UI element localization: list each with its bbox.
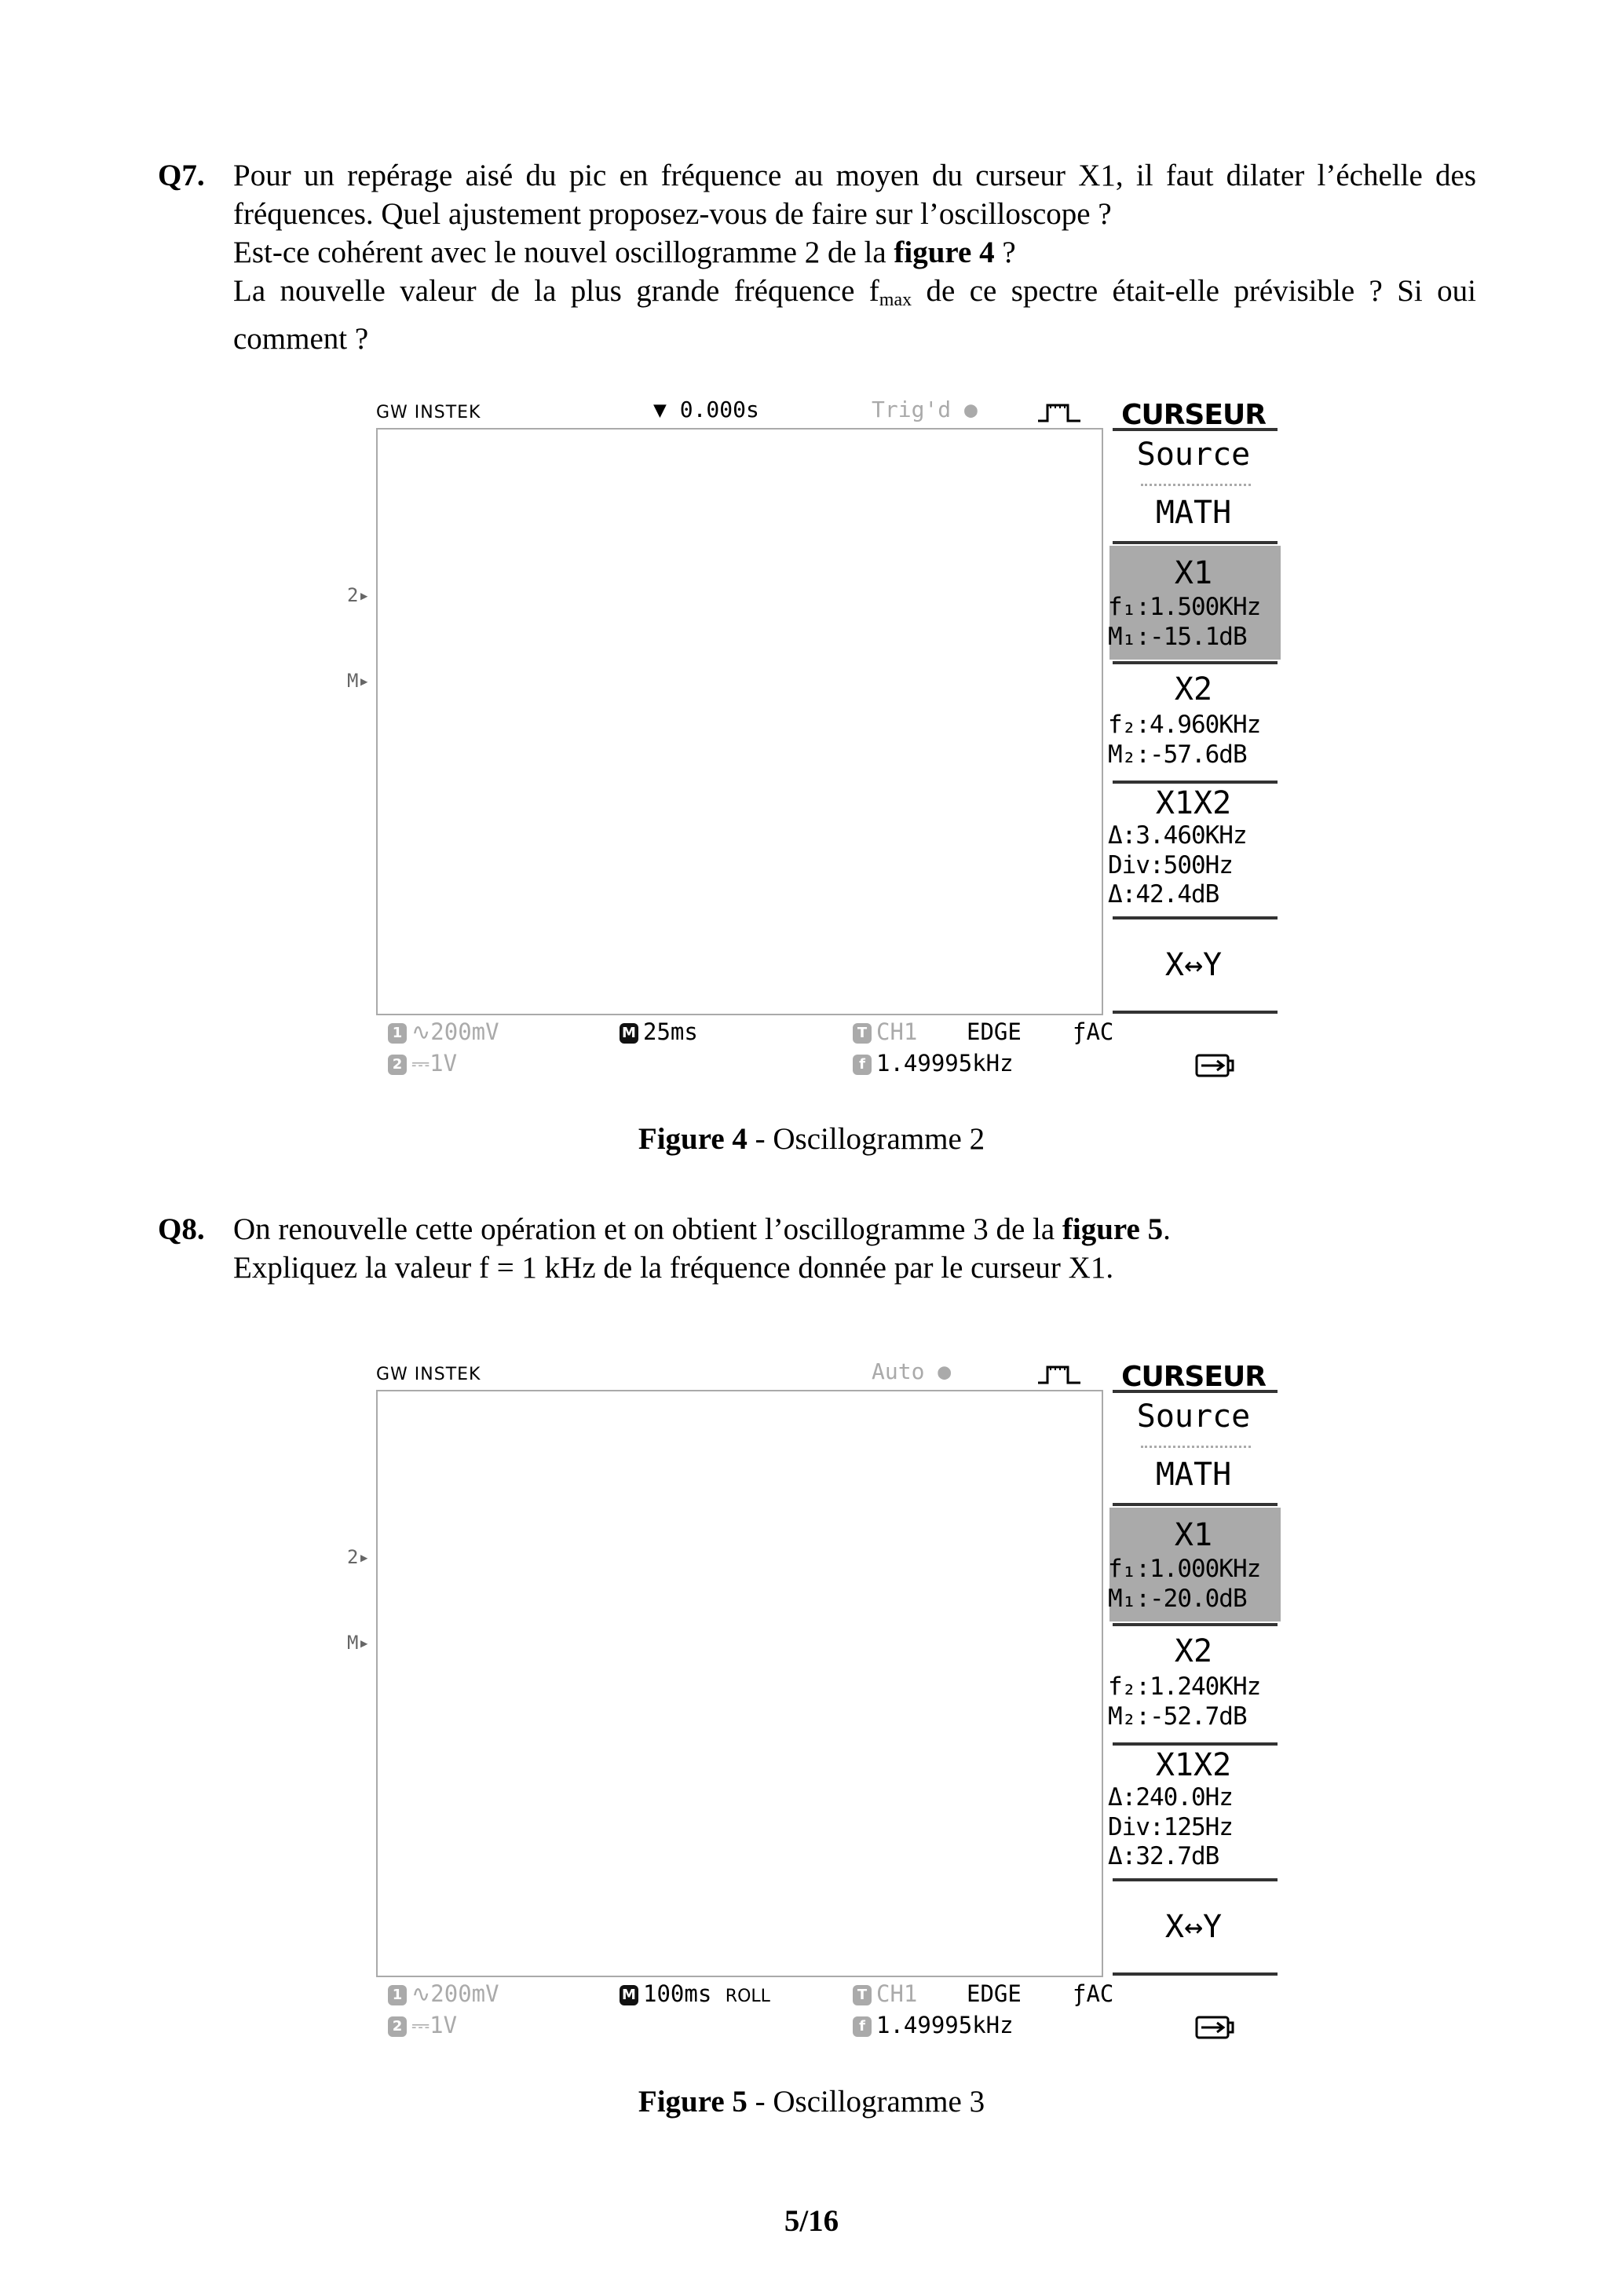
source-label[interactable]: Source	[1136, 1398, 1251, 1435]
source-label[interactable]: Source	[1136, 437, 1251, 473]
trigger-indicator-icon: ●	[938, 1358, 952, 1384]
ch2-scale: 2 ⎓1V	[388, 2012, 457, 2039]
question-text: Expliquez la valeur f = 1 kHz de la fréq…	[233, 1251, 1114, 1285]
page-number: 5/16	[784, 2204, 839, 2238]
usb-icon	[1195, 1054, 1234, 1077]
swap-xy-button[interactable]: X↔Y	[1164, 947, 1223, 983]
brand-logo: GW INSTEK	[376, 403, 481, 422]
trigger-source: T CH1	[853, 1980, 917, 2007]
timebase: M 100ms ROLL	[620, 1980, 770, 2007]
x2-magnitude: M₂:-57.6dB	[1108, 740, 1248, 769]
square-wave-icon	[1038, 1366, 1080, 1384]
x2-frequency: f₂:4.960KHz	[1108, 711, 1261, 739]
x1-selected-highlight[interactable]	[1109, 546, 1281, 660]
ch2-scale: 2 ⎓1V	[388, 1050, 457, 1077]
question-number: Q8.	[158, 1212, 205, 1246]
waveform-display	[378, 430, 1105, 1017]
ch2-badge-icon: 2	[388, 2016, 407, 2037]
square-wave-icon	[1038, 404, 1080, 422]
scope-display	[376, 1390, 1103, 1977]
x1-frequency: f₁:1.500KHz	[1108, 593, 1261, 621]
scope-display	[376, 428, 1103, 1015]
source-value[interactable]: MATH	[1155, 495, 1232, 531]
main-timebase-icon: M	[620, 1023, 638, 1044]
cursor-menu: CURSEUR Source MATH X1 f₁:1.000KHz M₁:-2…	[1108, 1355, 1281, 1983]
x2-magnitude: M₂:-52.7dB	[1108, 1702, 1248, 1731]
delta-magnitude: Δ:32.7dB	[1108, 1842, 1219, 1870]
ch2-marker: 2▸	[347, 584, 370, 606]
question-text: On renouvelle cette opération et on obti…	[233, 1212, 1171, 1246]
division-frequency: Div:500Hz	[1108, 851, 1234, 879]
question-text: comment ?	[233, 322, 369, 356]
trigger-source: T CH1	[853, 1018, 917, 1045]
time-offset: ▼ 0.000s	[653, 397, 759, 422]
figure-caption: Figure 5 - Oscillogramme 3	[638, 2085, 985, 2119]
x2-label[interactable]: X2	[1174, 1633, 1213, 1669]
ch2-badge-icon: 2	[388, 1055, 407, 1075]
menu-title: CURSEUR	[1121, 1361, 1267, 1393]
swap-xy-button[interactable]: X↔Y	[1164, 1909, 1223, 1945]
question-text: fréquences. Quel ajustement proposez-vou…	[233, 197, 1112, 231]
usb-icon	[1195, 2016, 1234, 2039]
trigger-coupling: ƒAC	[1073, 1018, 1114, 1045]
ch1-scale: 1 ∿200mV	[388, 1980, 499, 2007]
question-text: La nouvelle valeur de la plus grande fré…	[233, 274, 1476, 310]
trigger-badge-icon: T	[853, 1985, 872, 2005]
x2-label[interactable]: X2	[1174, 671, 1213, 707]
oscilloscope-figure-5: GW INSTEK Auto ● 2▸ M▸ CURSEUR Source MA…	[345, 1355, 1288, 2046]
frequency-badge-icon: f	[853, 2016, 872, 2037]
question-text: Pour un repérage aisé du pic en fréquenc…	[233, 159, 1476, 192]
oscilloscope-figure-4: GW INSTEK ▼ 0.000s Trig'd ● 2▸ M▸ CURSEU…	[345, 393, 1288, 1084]
menu-title: CURSEUR	[1121, 399, 1267, 431]
frequency-counter: f 1.49995kHz	[853, 1050, 1014, 1077]
cursor-menu: CURSEUR Source MATH X1 f₁:1.500KHz M₁:-1…	[1108, 393, 1281, 1021]
waveform-display	[378, 1391, 1105, 1979]
x1-label[interactable]: X1	[1174, 1517, 1213, 1553]
frequency-counter: f 1.49995kHz	[853, 2012, 1014, 2038]
trigger-indicator-icon: ●	[964, 397, 978, 422]
trigger-coupling: ƒAC	[1073, 1980, 1114, 2007]
timebase: M 25ms	[620, 1018, 698, 1045]
trigger-type: EDGE	[967, 1018, 1022, 1045]
x1-label[interactable]: X1	[1174, 555, 1213, 591]
figure-caption: Figure 4 - Oscillogramme 2	[638, 1122, 985, 1156]
question-text: Est-ce cohérent avec le nouvel oscillogr…	[233, 236, 1016, 269]
main-timebase-icon: M	[620, 1985, 638, 2005]
x1-frequency: f₁:1.000KHz	[1108, 1555, 1261, 1583]
x1x2-label[interactable]: X1X2	[1155, 1747, 1232, 1783]
ch2-marker: 2▸	[347, 1546, 370, 1568]
source-value[interactable]: MATH	[1155, 1457, 1232, 1493]
ch1-badge-icon: 1	[388, 1985, 407, 2005]
delta-magnitude: Δ:42.4dB	[1108, 880, 1219, 909]
x1-selected-highlight[interactable]	[1109, 1508, 1281, 1621]
math-marker: M▸	[347, 670, 370, 692]
x1-magnitude: M₁:-15.1dB	[1108, 623, 1248, 651]
delta-frequency: Δ:240.0Hz	[1108, 1783, 1234, 1812]
x2-frequency: f₂:1.240KHz	[1108, 1673, 1261, 1701]
division-frequency: Div:125Hz	[1108, 1813, 1234, 1841]
trigger-type: EDGE	[967, 1980, 1022, 2007]
trigger-status: Auto ●	[872, 1358, 952, 1384]
ch1-badge-icon: 1	[388, 1023, 407, 1044]
x1x2-label[interactable]: X1X2	[1155, 785, 1232, 821]
question-number: Q7.	[158, 159, 205, 192]
frequency-badge-icon: f	[853, 1055, 872, 1075]
brand-logo: GW INSTEK	[376, 1365, 481, 1384]
trigger-status: Trig'd ●	[872, 397, 978, 422]
trigger-badge-icon: T	[853, 1023, 872, 1044]
delta-frequency: Δ:3.460KHz	[1108, 821, 1248, 850]
ch1-scale: 1 ∿200mV	[388, 1018, 499, 1045]
x1-magnitude: M₁:-20.0dB	[1108, 1585, 1248, 1613]
math-marker: M▸	[347, 1632, 370, 1654]
